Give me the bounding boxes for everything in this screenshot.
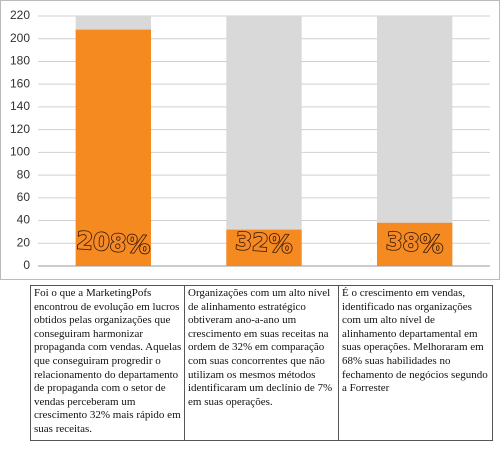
y-tick-label: 20: [17, 235, 31, 249]
table-cell: Foi o que a MarketingPofs encontrou de e…: [30, 285, 185, 441]
y-tick-label: 0: [23, 258, 30, 272]
y-tick-label: 120: [10, 122, 30, 136]
y-tick-label: 160: [10, 76, 30, 90]
value-label: 208%: [75, 226, 151, 259]
table-cell: Organizações com um alto nível de alinha…: [184, 285, 339, 441]
y-tick-label: 200: [10, 31, 30, 45]
value-label: 38%: [385, 227, 444, 259]
y-tick-label: 60: [17, 190, 31, 204]
y-tick-label: 100: [10, 145, 30, 159]
bar: [75, 29, 151, 266]
y-tick-label: 40: [17, 213, 31, 227]
bar: [226, 229, 302, 266]
table-row: Foi o que a MarketingPofs encontrou de e…: [30, 285, 493, 441]
y-tick-label: 180: [10, 54, 30, 68]
y-tick-label: 140: [10, 99, 30, 113]
text-table: Foi o que a MarketingPofs encontrou de e…: [30, 285, 493, 441]
y-tick-label: 80: [17, 167, 31, 181]
bar: [377, 222, 453, 266]
table-cell: É o crescimento em vendas, identificado …: [338, 285, 493, 441]
y-tick-label: 220: [10, 8, 30, 22]
value-label: 32%: [234, 227, 293, 259]
bar-background: [226, 16, 302, 266]
chart: 0 20 40 60 80 100 120 140 160 180 200 220 208% 32% 38%: [0, 0, 500, 280]
